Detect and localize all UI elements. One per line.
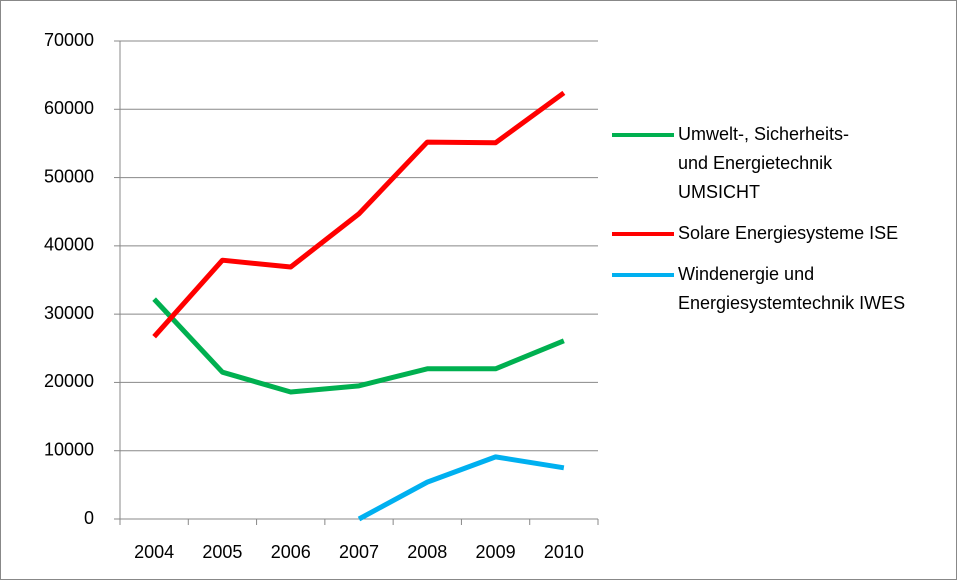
y-tick-label: 30000 xyxy=(44,303,94,323)
legend-swatch xyxy=(612,232,674,236)
x-tick-label: 2005 xyxy=(202,542,242,562)
y-tick-label: 60000 xyxy=(44,98,94,118)
series-line xyxy=(152,297,565,395)
x-tick-label: 2004 xyxy=(134,542,174,562)
legend-label: Solare Energiesysteme ISE xyxy=(678,223,899,243)
legend-swatch xyxy=(612,133,674,137)
x-tick-label: 2010 xyxy=(544,542,584,562)
y-tick-label: 70000 xyxy=(44,30,94,50)
legend-label: Umwelt-, Sicherheits- und Energietechnik… xyxy=(678,124,850,202)
y-tick-label: 0 xyxy=(84,508,94,528)
x-tick-label: 2009 xyxy=(476,542,516,562)
x-tick-label: 2007 xyxy=(339,542,379,562)
y-tick-label: 50000 xyxy=(44,166,94,186)
series-line xyxy=(152,90,566,339)
legend-label: Windenergie und Energiesystemtechnik IWE… xyxy=(678,264,906,313)
x-tick-label: 2008 xyxy=(407,542,447,562)
series-line xyxy=(357,454,565,522)
legend-entry: Umwelt-, Sicherheits- und Energietechnik… xyxy=(612,120,942,207)
y-tick-label: 20000 xyxy=(44,371,94,391)
legend-entry: Solare Energiesysteme ISE xyxy=(612,219,942,248)
x-tick-label: 2006 xyxy=(271,542,311,562)
legend-entry: Windenergie und Energiesystemtechnik IWE… xyxy=(612,260,942,318)
legend-swatch xyxy=(612,273,674,277)
y-tick-label: 40000 xyxy=(44,235,94,255)
y-tick-label: 10000 xyxy=(44,439,94,459)
legend: Umwelt-, Sicherheits- und Energietechnik… xyxy=(612,120,942,330)
